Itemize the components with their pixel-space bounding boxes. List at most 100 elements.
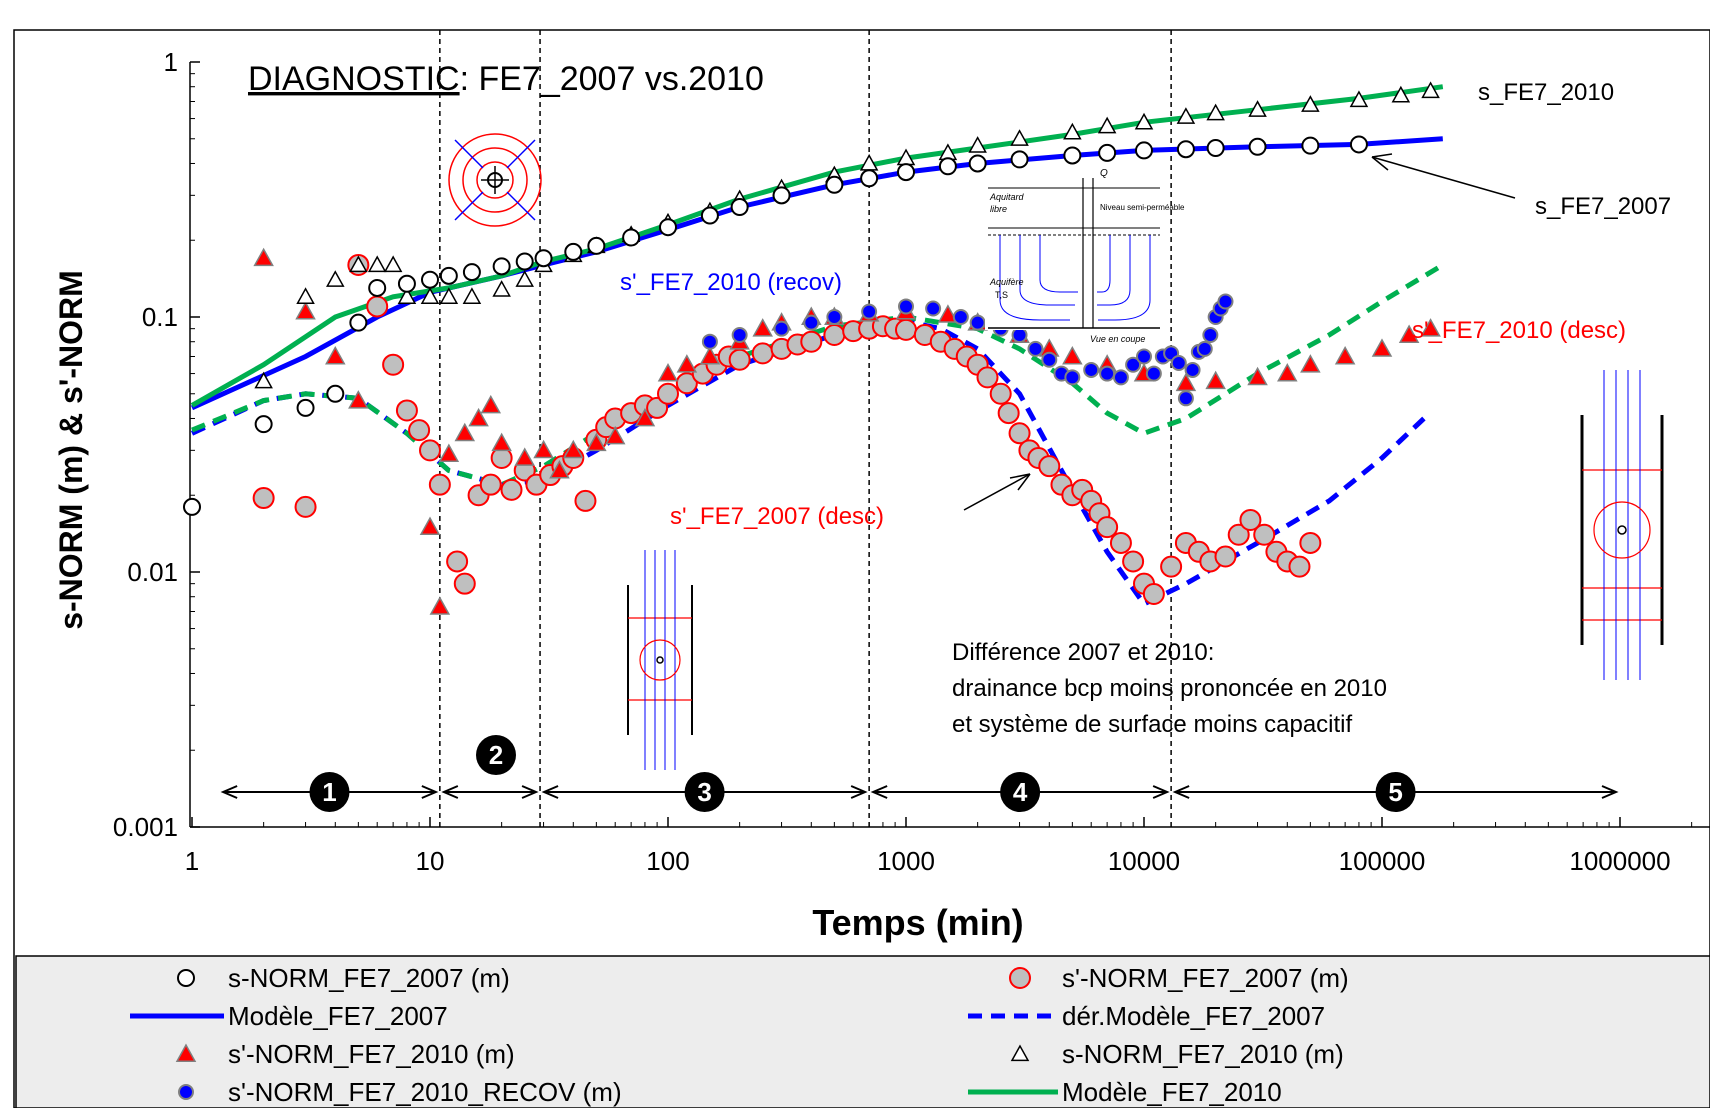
annotation-s-2007: s_FE7_2007 [1535, 193, 1671, 220]
point-s-norm-fe7-2007-m [252, 487, 275, 510]
point-s-norm-fe7-2007-m [479, 473, 502, 496]
point-s-norm-fe7-2010-recov-m [1145, 365, 1162, 382]
schematic-label-niveau: Niveau semi-perméable [1100, 203, 1185, 212]
point-s-norm-fe7-2007-m [659, 218, 677, 237]
point-s-norm-fe7-2010-m [326, 270, 345, 287]
point-s-norm-fe7-2010-m [1134, 112, 1154, 130]
leaky-aquifer-icon: Q Aquitard libre Niveau semi-perméable A… [985, 168, 1185, 344]
point-s-norm-fe7-2010-m [1391, 85, 1411, 103]
point-s-norm-fe7-2007-m [382, 353, 405, 376]
point-s-norm-fe7-2010-m [1421, 81, 1440, 99]
point-s-norm-fe7-2007-m [938, 157, 957, 176]
y-tick-label: 1 [164, 47, 178, 77]
x-axis-label: Temps (min) [812, 902, 1023, 943]
schematic-label-ts: T,S [995, 290, 1008, 300]
point-s-norm-fe7-2007-m [564, 242, 583, 261]
point-s-norm-fe7-2007-m [1010, 150, 1029, 169]
point-s-norm-fe7-2007-m [897, 163, 915, 182]
point-s-norm-fe7-2010-m [254, 371, 273, 389]
point-s-norm-fe7-2010-m [367, 255, 387, 273]
legend-item: Modèle_FE7_2010 [968, 1077, 1282, 1107]
phase-badge-label: 4 [1013, 777, 1028, 807]
legend-label: s'-NORM_FE7_2010_RECOV (m) [228, 1077, 622, 1107]
point-s-norm-fe7-2010-m [1063, 122, 1082, 140]
x-tick-label: 10000 [1108, 846, 1180, 876]
phase-arrow-head [421, 785, 439, 799]
point-s-norm-fe7-2010-m [699, 345, 721, 365]
arrow-desc-2007 [963, 473, 1031, 511]
point-s-norm-fe7-2010-recov-m [1177, 390, 1194, 407]
point-s-norm-fe7-2010-m [937, 304, 959, 323]
point-s-norm-fe7-2010-recov-m [1041, 351, 1058, 368]
point-s-norm-fe7-2010-m [1248, 100, 1267, 117]
point-s-norm-fe7-2010-m [1371, 338, 1393, 357]
point-s-norm-fe7-2007-m [700, 206, 719, 225]
point-s-norm-fe7-2007-m [800, 330, 823, 353]
point-s-norm-fe7-2010-m [462, 287, 482, 304]
phase-badge [476, 735, 516, 775]
schematic-label-aquitard: Aquitard [989, 192, 1025, 202]
arrow-s-2007 [1371, 156, 1516, 199]
legend-item: s'-NORM_FE7_2010 (m) [175, 1039, 515, 1069]
point-s-norm-fe7-2010-m [563, 439, 584, 459]
point-s-norm-fe7-2007-m [587, 236, 606, 255]
point-s-norm-fe7-2010-recov-m [701, 333, 718, 350]
point-s-norm-fe7-2010-m [514, 447, 535, 466]
legend-marker-swatch [1009, 967, 1031, 989]
schematic-label-libre: libre [990, 204, 1007, 214]
point-s-norm-fe7-2010-m [1420, 318, 1441, 337]
point-s-norm-fe7-2010-m [296, 287, 315, 304]
point-s-norm-fe7-2007-m [421, 270, 439, 289]
point-s-norm-fe7-2007-m [1109, 531, 1132, 554]
legend-marker-swatch [175, 1043, 197, 1062]
phase-arrow-head [441, 785, 459, 799]
phase-arrow-head [1172, 785, 1190, 799]
point-s-norm-fe7-2007-m [728, 348, 751, 371]
point-s-norm-fe7-2007-m [1142, 582, 1165, 605]
point-s-norm-fe7-2007-m [772, 186, 791, 205]
point-s-norm-fe7-2007-m [397, 274, 416, 293]
point-s-norm-fe7-2007-m [254, 415, 273, 434]
phase-badge [1375, 772, 1416, 812]
schematic-label-q: Q [1100, 168, 1108, 179]
phase-arrow-head [541, 785, 559, 799]
legend-item: s'-NORM_FE7_2007 (m) [1009, 963, 1349, 993]
schematic-label-vue: Vue en coupe [1090, 334, 1145, 344]
point-s-norm-fe7-2007-m [515, 252, 534, 271]
point-s-norm-fe7-2010-recov-m [803, 314, 820, 331]
point-s-norm-fe7-2010-recov-m [1011, 326, 1028, 343]
legend-marker-swatch [178, 1084, 194, 1100]
point-s-norm-fe7-2010-m [420, 287, 440, 304]
point-s-norm-fe7-2010-m [657, 363, 679, 382]
point-s-norm-fe7-2007-m [1349, 135, 1368, 154]
point-s-norm-fe7-2010-m [1349, 90, 1369, 108]
point-s-norm-fe7-2010-recov-m [1184, 361, 1201, 378]
legend-label: Modèle_FE7_2007 [228, 1001, 448, 1031]
arrow-desc-2007-head [1009, 473, 1031, 491]
phase-arrow-head [870, 785, 888, 799]
schematic-label-aquifere: Aquifère [989, 277, 1024, 287]
chart-title-rest: : FE7_2007 vs.2010 [460, 60, 764, 98]
point-s-norm-fe7-2007-m [1008, 422, 1031, 445]
note-line-2: drainance bcp moins prononcée en 2010 [952, 675, 1387, 702]
x-tick-label: 1 [185, 846, 199, 876]
point-s-norm-fe7-2007-m [500, 478, 523, 501]
x-tick-label: 10 [416, 846, 445, 876]
point-s-norm-fe7-2007-m [1122, 550, 1145, 573]
point-s-norm-fe7-2007-m [1239, 508, 1262, 531]
point-s-norm-fe7-2010-recov-m [969, 314, 986, 331]
point-s-norm-fe7-2007-m [439, 266, 458, 285]
point-s-norm-fe7-2007-m [1135, 141, 1153, 160]
point-s-norm-fe7-2010-recov-m [925, 300, 942, 317]
radial-flow-icon [448, 133, 542, 227]
point-s-norm-fe7-2010-m [1205, 370, 1226, 390]
legend-label: s'-NORM_FE7_2010 (m) [228, 1039, 515, 1069]
point-s-norm-fe7-2010-m [1398, 324, 1420, 343]
point-s-norm-fe7-2007-m [860, 169, 879, 188]
annotation-desc-2007: s'_FE7_2007 (desc) [670, 503, 884, 530]
x-tick-label: 1000000 [1569, 846, 1670, 876]
point-s-norm-fe7-2010-m [586, 432, 607, 452]
legend-label: s-NORM_FE7_2010 (m) [1062, 1039, 1344, 1069]
point-s-norm-fe7-2010-recov-m [773, 320, 790, 337]
point-s-norm-fe7-2007-m [462, 263, 481, 282]
